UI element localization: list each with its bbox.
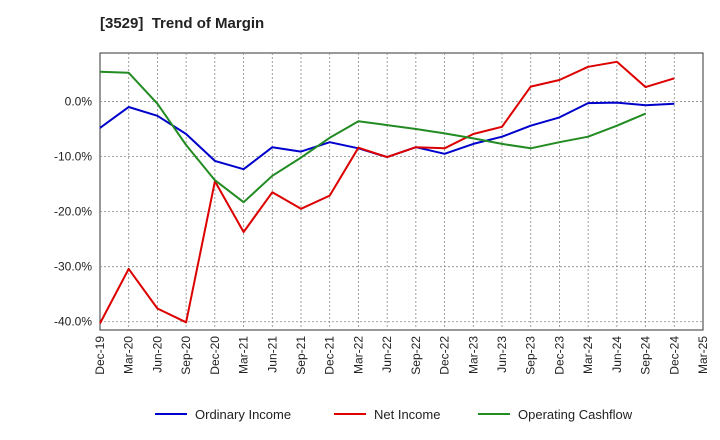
x-tick-label: Sep-21 xyxy=(294,336,308,375)
series-layer xyxy=(99,60,675,324)
x-tick-label: Sep-22 xyxy=(409,336,423,375)
x-tick-label: Mar-20 xyxy=(122,336,136,374)
x-tick-label: Dec-19 xyxy=(93,336,107,375)
net-income-line xyxy=(99,60,675,324)
x-tick-label: Sep-20 xyxy=(179,336,193,375)
x-tick-label: Mar-24 xyxy=(581,336,595,374)
x-tick-label: Sep-23 xyxy=(524,336,538,375)
y-tick-label: -30.0% xyxy=(54,260,92,274)
x-tick-label: Mar-23 xyxy=(466,336,480,374)
operating-cashflow-line xyxy=(99,70,646,204)
x-tick-label: Dec-22 xyxy=(438,336,452,375)
grid-layer xyxy=(100,53,703,330)
x-tick-label: Mar-25 xyxy=(696,336,710,374)
axis-layer: 0.0% -10.0% -20.0% -30.0% -40.0%Dec-19 Mar-20… xyxy=(54,94,710,374)
y-tick-label: 0.0% xyxy=(65,94,93,108)
x-tick-label: Dec-23 xyxy=(552,336,566,375)
legend-label-ordinary-income: Ordinary Income xyxy=(195,407,291,422)
y-tick-label: -40.0% xyxy=(54,315,92,329)
legend-label-net-income: Net Income xyxy=(374,407,440,422)
x-tick-label: Mar-21 xyxy=(237,336,251,374)
x-tick-label: Sep-24 xyxy=(639,336,653,375)
x-tick-label: Dec-24 xyxy=(667,336,681,375)
legend-label-operating-cashflow: Operating Cashflow xyxy=(518,407,633,422)
y-tick-label: -10.0% xyxy=(54,150,92,164)
x-tick-label: Jun-24 xyxy=(610,336,624,373)
chart-title: [3529] Trend of Margin xyxy=(100,15,265,32)
x-tick-label: Jun-21 xyxy=(265,336,279,373)
plot-area xyxy=(99,52,704,331)
y-tick-label: -20.0% xyxy=(54,205,92,219)
x-tick-label: Jun-22 xyxy=(380,336,394,373)
x-tick-label: Dec-21 xyxy=(323,336,337,375)
x-tick-label: Mar-22 xyxy=(351,336,365,374)
legend: Ordinary Income Net Income Operating Cashf… xyxy=(155,407,633,422)
x-tick-label: Dec-20 xyxy=(208,336,222,375)
x-tick-label: Jun-20 xyxy=(150,336,164,373)
x-tick-label: Jun-23 xyxy=(495,336,509,373)
